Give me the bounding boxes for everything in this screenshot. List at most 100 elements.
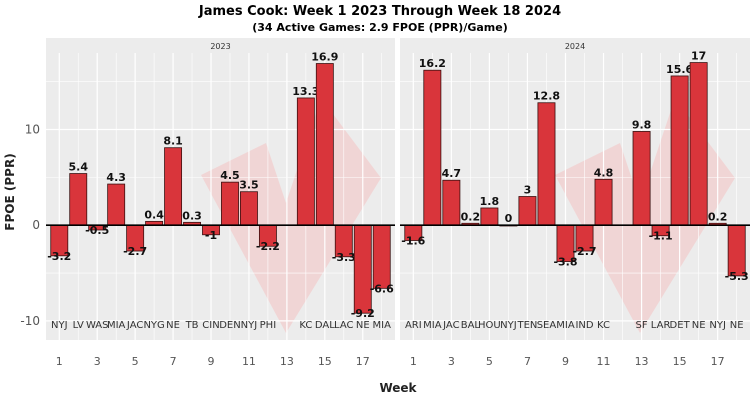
x-axis-label: Week bbox=[379, 381, 417, 395]
x-tick-label: 9 bbox=[208, 355, 215, 368]
watermark-diamond bbox=[201, 98, 381, 333]
bar bbox=[107, 183, 126, 226]
bar bbox=[480, 207, 499, 226]
data-label: -2.2 bbox=[256, 240, 280, 253]
data-label: 0.2 bbox=[461, 210, 481, 223]
bar bbox=[164, 147, 183, 226]
data-label: 12.8 bbox=[533, 90, 560, 103]
data-label: -2.7 bbox=[123, 245, 147, 258]
data-label: -3.8 bbox=[553, 256, 577, 269]
opponent-label: TEN bbox=[516, 320, 537, 331]
opponent-label: DET bbox=[670, 320, 691, 331]
bar bbox=[353, 224, 372, 314]
opponent-label: JAC bbox=[442, 320, 459, 331]
chart-title: James Cook: Week 1 2023 Through Week 18 … bbox=[198, 4, 561, 19]
data-label: 16.9 bbox=[311, 51, 338, 64]
x-tick-label: 15 bbox=[673, 355, 687, 368]
bar bbox=[442, 179, 461, 226]
bar bbox=[240, 191, 258, 226]
bar bbox=[689, 62, 708, 226]
opponent-label: HOU bbox=[478, 320, 501, 331]
opponent-label: DEN bbox=[219, 320, 241, 331]
opponent-label: MIA bbox=[423, 320, 442, 331]
data-label: 15.6 bbox=[666, 63, 693, 76]
watermark-logo bbox=[201, 98, 381, 333]
bar bbox=[594, 178, 613, 226]
opponent-label: IND bbox=[575, 320, 593, 331]
x-tick-label: 13 bbox=[280, 355, 294, 368]
x-tick-label: 5 bbox=[486, 355, 493, 368]
x-tick-label: 11 bbox=[242, 355, 256, 368]
bar bbox=[69, 173, 88, 226]
data-label: -1.1 bbox=[649, 230, 673, 243]
data-label: -5.3 bbox=[725, 270, 749, 283]
opponent-label: MIA bbox=[556, 320, 575, 331]
x-tick-label: 11 bbox=[597, 355, 611, 368]
opponent-label: NYJ bbox=[709, 320, 726, 331]
x-tick-label: 5 bbox=[132, 355, 139, 368]
data-label: 0 bbox=[505, 212, 513, 225]
bar bbox=[518, 196, 537, 226]
facet-strip bbox=[46, 38, 395, 53]
opponent-label: ARI bbox=[405, 320, 422, 331]
data-label: -0.5 bbox=[85, 224, 109, 237]
bar bbox=[537, 102, 556, 226]
data-label: -1 bbox=[205, 229, 217, 242]
data-label: 9.8 bbox=[632, 118, 652, 131]
facet-panel-2023: 2023 -3.2 NYJ 5.4 LV -0.5 WAS 4.3 MIA -2.7 JAC 0.4 N… bbox=[46, 38, 395, 368]
x-tick-label: 9 bbox=[562, 355, 569, 368]
data-label: 4.5 bbox=[220, 169, 240, 182]
opponent-label: MIA bbox=[373, 320, 392, 331]
opponent-label: BAL bbox=[461, 320, 481, 331]
bar bbox=[296, 97, 315, 226]
facet-strip-label: 2023 bbox=[210, 42, 230, 51]
facet-panel-2024: 2024 -1.6 ARI 16.2 MIA 4.7 JAC 0.2 BAL 1.8 HOU 0 NYJ… bbox=[400, 38, 750, 368]
data-label: 13.3 bbox=[292, 85, 319, 98]
x-tick-label: 1 bbox=[410, 355, 417, 368]
x-tick-label: 3 bbox=[94, 355, 101, 368]
opponent-label: NYJ bbox=[241, 320, 258, 331]
facet-panels: -100102023-3.2NYJ5.4LV-0.5WAS4.3MIA-2.7J… bbox=[20, 38, 750, 368]
opponent-label: PHI bbox=[260, 320, 277, 331]
x-tick-label: 13 bbox=[635, 355, 649, 368]
bar bbox=[221, 181, 239, 226]
opponent-label: SF bbox=[636, 320, 648, 331]
bar bbox=[423, 69, 442, 226]
x-tick-label: 7 bbox=[524, 355, 531, 368]
x-tick-label: 7 bbox=[170, 355, 177, 368]
data-label: -3.2 bbox=[47, 250, 71, 263]
data-label: 3.5 bbox=[239, 179, 259, 192]
opponent-label: LAC bbox=[334, 320, 353, 331]
data-label: 0.3 bbox=[182, 209, 202, 222]
data-label: -2.7 bbox=[572, 245, 596, 258]
opponent-label: LAR bbox=[651, 320, 671, 331]
x-tick-label: 1 bbox=[56, 355, 63, 368]
data-label: -9.2 bbox=[351, 307, 375, 320]
opponent-label: NE bbox=[692, 320, 706, 331]
data-label: -3.3 bbox=[332, 251, 356, 264]
opponent-label: NYJ bbox=[51, 320, 68, 331]
opponent-label: KC bbox=[597, 320, 610, 331]
x-tick-label: 17 bbox=[711, 355, 725, 368]
facet-strip-label: 2024 bbox=[565, 42, 585, 51]
bar bbox=[727, 224, 746, 277]
opponent-label: JAC bbox=[126, 320, 143, 331]
chart-subtitle: (34 Active Games: 2.9 FPOE (PPR)/Game) bbox=[252, 21, 508, 34]
data-label: 3 bbox=[524, 184, 532, 197]
data-label: 0.4 bbox=[144, 208, 164, 221]
data-label: -1.6 bbox=[401, 235, 425, 248]
opponent-label: NE bbox=[730, 320, 744, 331]
y-tick-label: 0 bbox=[32, 218, 40, 232]
data-label: 17 bbox=[691, 50, 706, 63]
y-axis-label: FPOE (PPR) bbox=[3, 153, 17, 230]
facet-strip bbox=[400, 38, 750, 53]
data-label: 0.2 bbox=[708, 210, 728, 223]
bar bbox=[315, 63, 334, 226]
data-label: -6.6 bbox=[370, 282, 394, 295]
data-label: 1.8 bbox=[480, 195, 500, 208]
x-tick-label: 17 bbox=[356, 355, 370, 368]
y-tick-label: -10 bbox=[20, 314, 40, 328]
data-label: 16.2 bbox=[419, 57, 446, 70]
opponent-label: NE bbox=[166, 320, 180, 331]
